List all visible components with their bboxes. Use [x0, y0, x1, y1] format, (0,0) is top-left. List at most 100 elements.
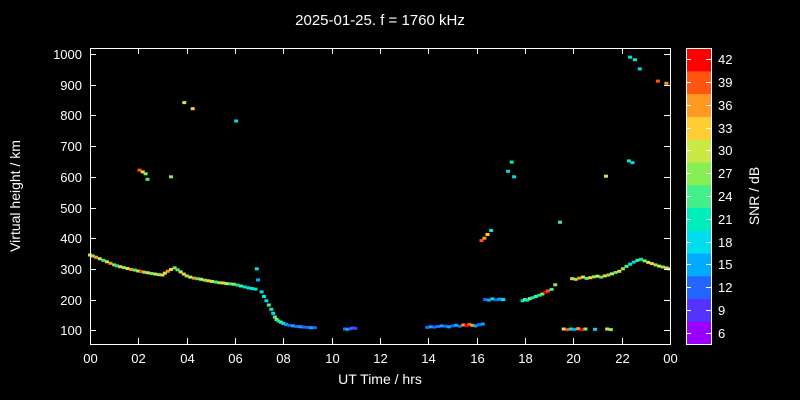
colorbar-tick-label: 30 [718, 143, 732, 158]
data-point [606, 273, 611, 277]
data-point [104, 260, 109, 264]
data-point [181, 272, 186, 276]
data-point [294, 325, 299, 328]
data-point [624, 264, 629, 268]
data-point [202, 278, 207, 282]
data-point [610, 272, 614, 276]
data-point [486, 298, 491, 302]
data-point [635, 258, 640, 262]
data-point [428, 325, 433, 329]
data-point [112, 263, 117, 267]
data-point [591, 275, 596, 279]
chart-title: 2025-01-25. f = 1760 kHz [295, 12, 465, 29]
data-point [482, 236, 487, 240]
data-point [588, 276, 593, 280]
y-tick-label: 400 [60, 231, 82, 246]
x-axis-label: UT Time / hrs [338, 371, 422, 387]
data-point [546, 289, 550, 293]
data-point [191, 276, 196, 280]
colorbar-tick-label: 12 [718, 280, 732, 295]
data-point [660, 265, 665, 269]
data-point [593, 327, 598, 331]
data-point [115, 264, 120, 268]
data-point [272, 315, 277, 319]
data-point [480, 322, 485, 326]
data-point [228, 282, 233, 286]
data-point [512, 175, 517, 179]
y-tick-label: 200 [60, 293, 82, 308]
data-point [490, 297, 495, 301]
data-point [628, 55, 633, 59]
data-point [246, 286, 251, 290]
x-tick-label: 08 [276, 351, 290, 366]
data-point [558, 220, 562, 224]
data-point [584, 276, 589, 280]
data-point [153, 272, 158, 276]
data-point [561, 327, 566, 331]
data-point [530, 296, 535, 300]
data-point [570, 277, 575, 281]
x-tick-label: 02 [131, 351, 145, 366]
colorbar-tick-label: 27 [718, 166, 732, 181]
x-tick-label: 18 [518, 351, 532, 366]
data-point [608, 328, 613, 332]
data-point [239, 284, 243, 288]
data-point [278, 320, 283, 324]
x-tick-label: 06 [228, 351, 242, 366]
data-point [664, 266, 669, 270]
colorbar-band [686, 230, 711, 254]
x-tick-label: 22 [615, 351, 629, 366]
data-point [599, 275, 604, 279]
colorbar-tick-label: 18 [718, 235, 732, 250]
x-tick-label: 20 [566, 351, 580, 366]
colorbar-band [686, 161, 711, 186]
data-point [266, 303, 271, 307]
data-point [172, 266, 177, 270]
data-point [579, 328, 584, 332]
data-point [199, 277, 204, 281]
data-point [620, 267, 625, 271]
data-point [132, 268, 137, 272]
data-point [631, 260, 636, 264]
data-point [269, 307, 274, 311]
data-point [639, 257, 643, 261]
data-point [664, 81, 669, 85]
data-point [595, 274, 600, 278]
colorbar-band [686, 275, 711, 300]
data-point [90, 254, 95, 258]
data-point [210, 279, 214, 283]
data-point [540, 292, 545, 296]
data-point [97, 257, 102, 261]
data-point [626, 159, 631, 163]
data-point [217, 281, 222, 285]
data-point [160, 273, 165, 277]
data-point [108, 261, 113, 265]
data-point [165, 269, 170, 273]
colorbar-label: SNR / dB [746, 166, 762, 226]
x-tick-label: 12 [373, 351, 387, 366]
data-point [583, 327, 588, 331]
data-point [501, 298, 506, 301]
colorbar-tick-label: 42 [718, 52, 732, 67]
data-point [454, 323, 459, 327]
data-point [646, 260, 651, 264]
colorbar-tick-label: 33 [718, 121, 732, 136]
data-point [190, 107, 195, 111]
data-point [118, 265, 123, 269]
data-point [568, 327, 573, 331]
x-tick-label: 00 [663, 351, 677, 366]
data-point [628, 262, 633, 266]
data-point [101, 258, 106, 262]
data-point [576, 327, 581, 331]
data-point [520, 299, 525, 303]
data-point [234, 119, 239, 123]
data-point [213, 280, 218, 284]
data-point [146, 271, 150, 275]
data-point [613, 271, 618, 274]
data-point [249, 287, 254, 290]
data-point [432, 325, 437, 329]
data-point [256, 278, 260, 282]
data-point [259, 290, 264, 294]
data-point [633, 58, 637, 62]
